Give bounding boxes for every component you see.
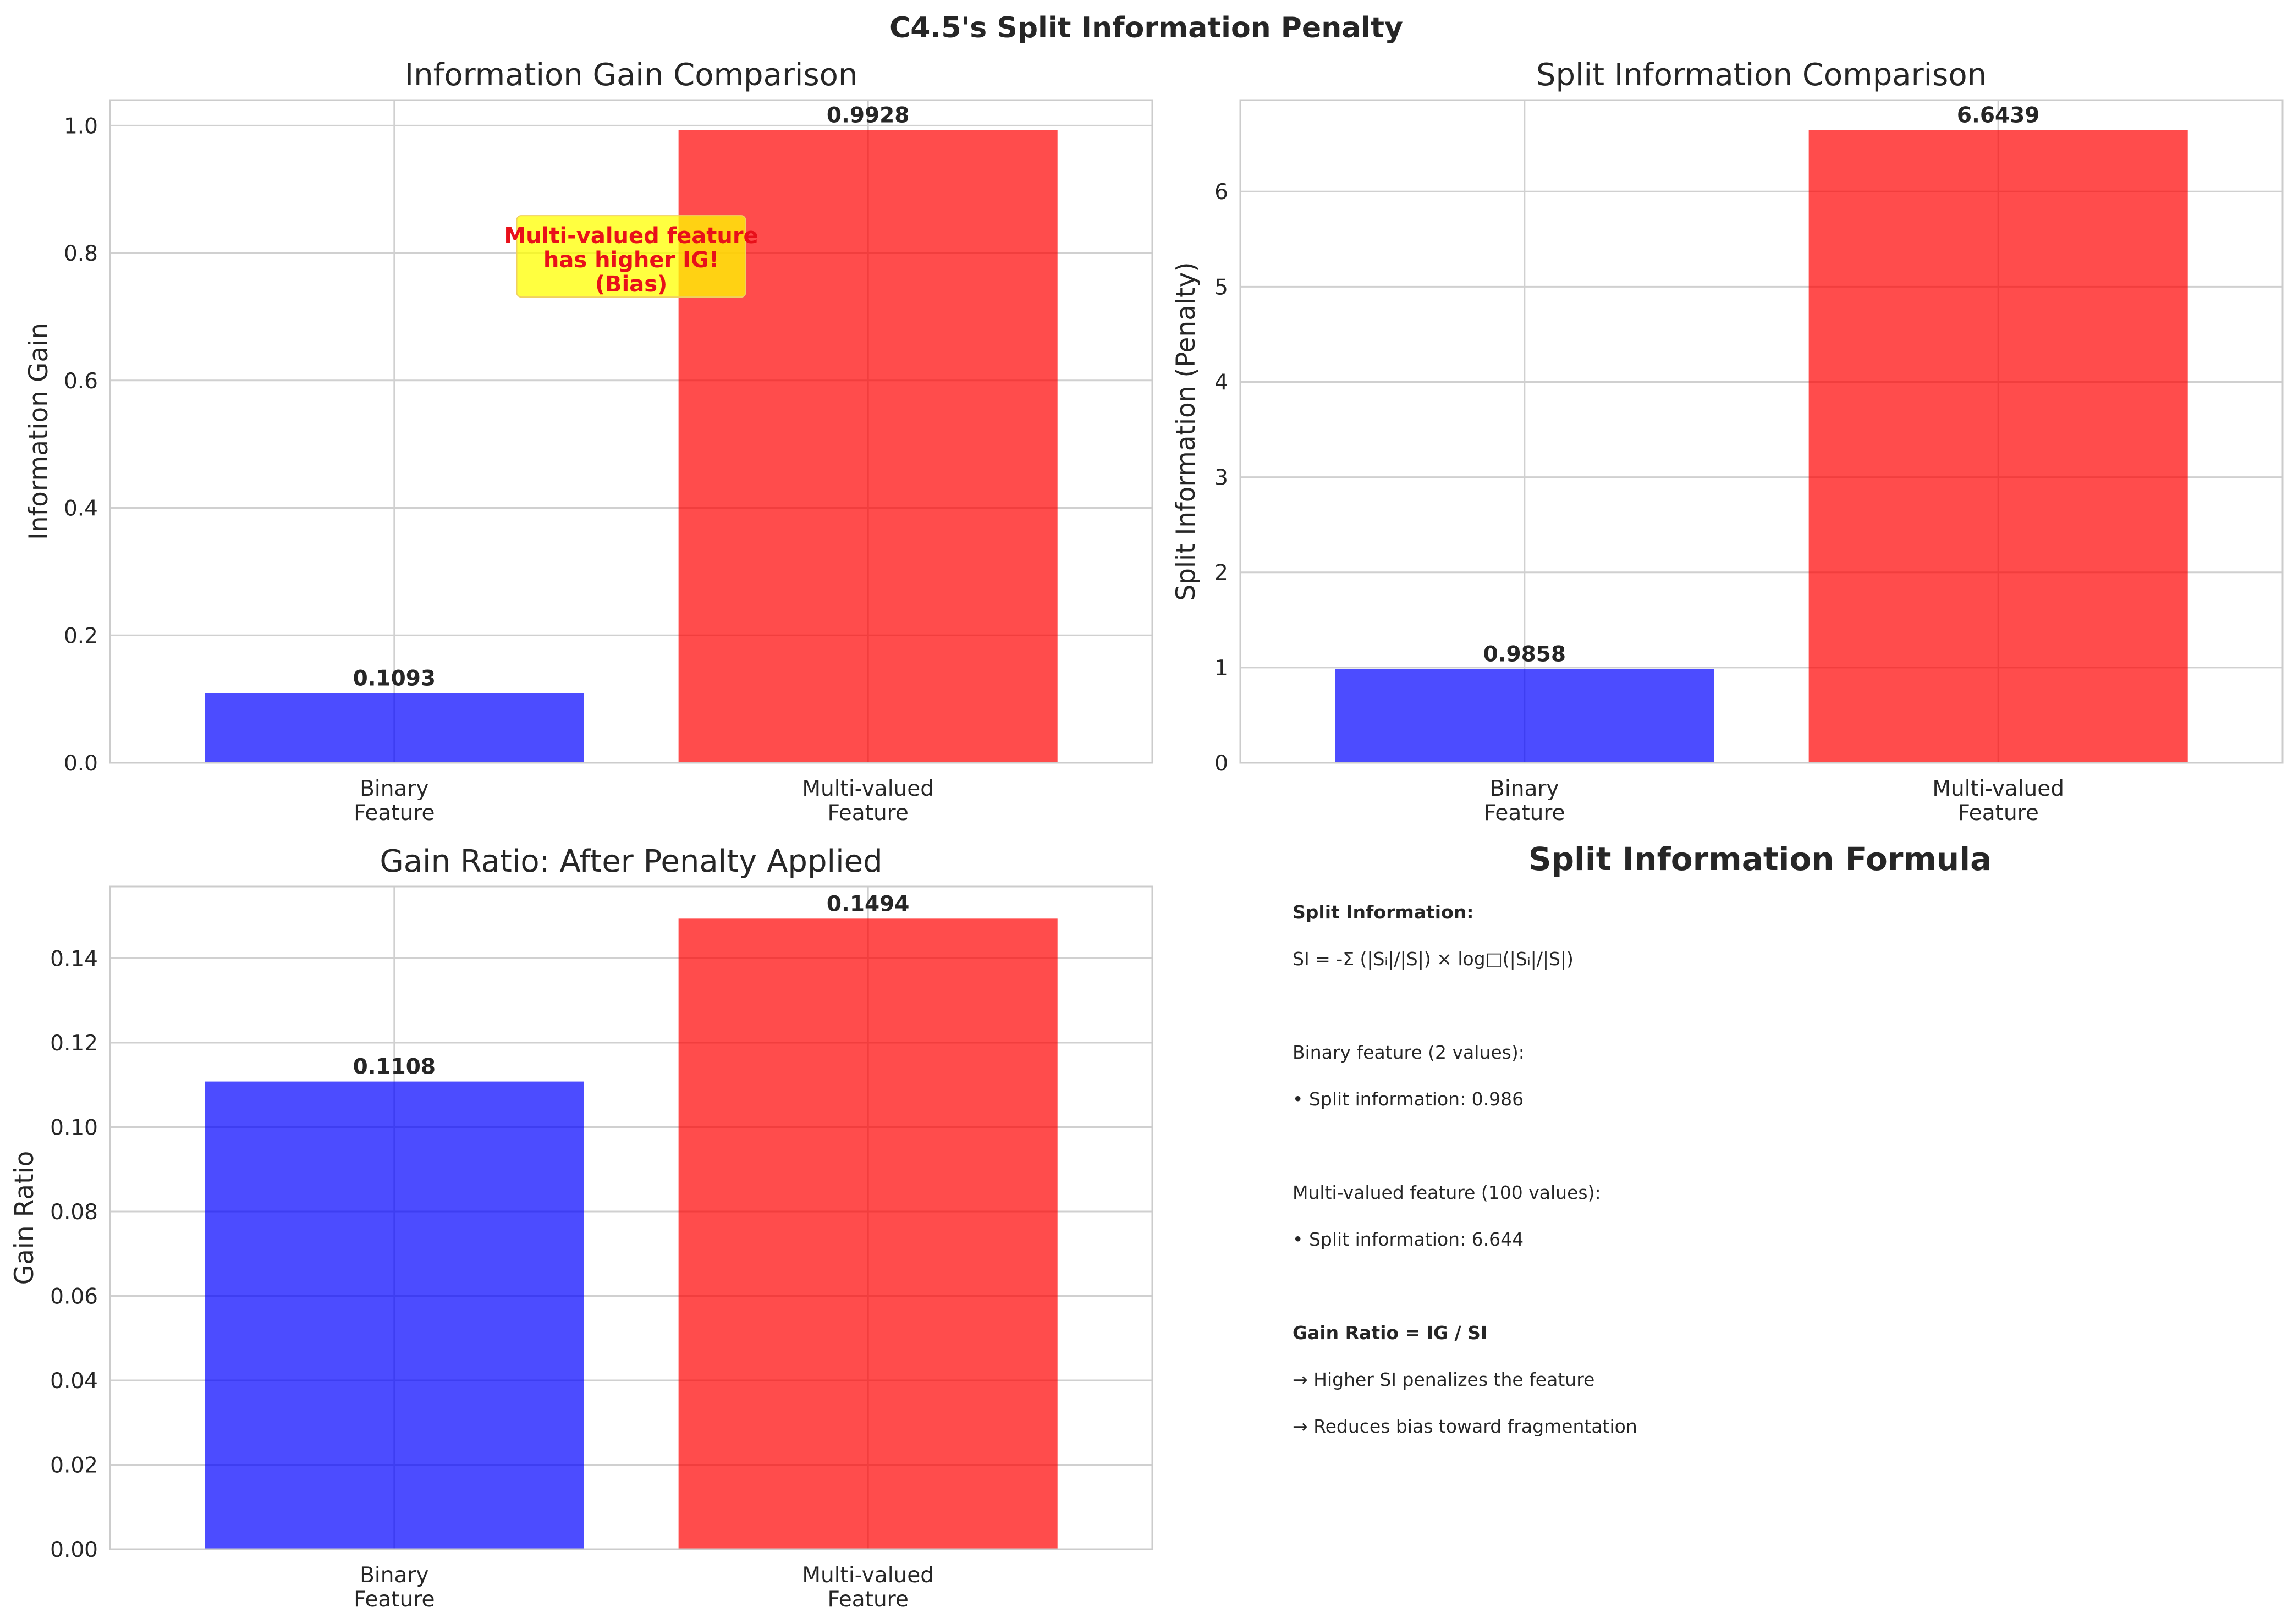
axes-title: Split Information Comparison [1536, 57, 1987, 93]
axes-frame [109, 99, 1153, 764]
x-tick-label: Feature [1484, 801, 1565, 825]
formula-line: Split Information: [1293, 901, 1473, 923]
y-axis-label: Gain Ratio [9, 1151, 40, 1285]
x-tick-label: Feature [354, 1587, 435, 1612]
x-tick-label: Feature [1957, 801, 2038, 825]
y-tick-label: 0.04 [50, 1369, 98, 1394]
y-axis-label: Split Information (Penalty) [1171, 262, 1201, 601]
x-tick-label: Multi-valued [1932, 777, 2064, 801]
formula-line: → Higher SI penalizes the feature [1293, 1369, 1594, 1390]
y-tick-label: 4 [1214, 370, 1228, 395]
bar-binary-feature [205, 693, 584, 763]
x-tick-label: Feature [354, 801, 435, 825]
formula-line: Gain Ratio = IG / SI [1293, 1322, 1487, 1344]
axes-title: Information Gain Comparison [405, 57, 858, 93]
y-tick-label: 0.12 [50, 1031, 98, 1056]
x-tick-label: Feature [827, 1587, 908, 1612]
axes-frame [1239, 99, 2284, 764]
chart-gain-ratio: 0.000.020.040.060.080.100.120.14BinaryFe… [9, 844, 1153, 1612]
y-tick-label: 0.14 [50, 946, 98, 971]
y-tick-label: 0.0 [64, 751, 98, 776]
y-tick-label: 1.0 [64, 114, 98, 139]
chart-information-gain: 0.00.20.40.60.81.0BinaryFeatureMulti-val… [24, 57, 1153, 825]
y-axis-label: Information Gain [24, 323, 54, 540]
formula-line: Multi-valued feature (100 values): [1293, 1182, 1601, 1203]
y-tick-label: 0.08 [50, 1200, 98, 1225]
bar-value-label: 0.9858 [1483, 642, 1566, 667]
annotation-box [516, 215, 746, 298]
x-tick-label: Binary [360, 1563, 428, 1588]
annotation-text: (Bias) [595, 272, 668, 297]
bar-value-label: 6.6439 [1957, 103, 2040, 128]
y-tick-label: 0.02 [50, 1453, 98, 1478]
bar-multi-valued-feature [678, 918, 1058, 1549]
y-tick-label: 1 [1214, 656, 1228, 681]
y-tick-label: 0.06 [50, 1284, 98, 1309]
y-tick-label: 0.6 [64, 369, 98, 394]
bar-value-label: 0.1494 [827, 891, 910, 916]
y-tick-label: 0 [1214, 751, 1228, 776]
bar-binary-feature [1335, 669, 1714, 763]
y-tick-label: 0.4 [64, 497, 98, 521]
chart-split-information: 0123456BinaryFeatureMulti-valuedFeature0… [1171, 57, 2284, 825]
y-tick-label: 5 [1214, 275, 1228, 300]
formula-line: → Reduces bias toward fragmentation [1293, 1416, 1637, 1437]
x-tick-label: Binary [1490, 777, 1559, 801]
y-tick-label: 3 [1214, 466, 1228, 491]
y-tick-label: 0.10 [50, 1115, 98, 1140]
axes-frame [109, 885, 1153, 1550]
formula-line: SI = -Σ (|Sᵢ|/|S|) × log□(|Sᵢ|/|S|) [1293, 948, 1574, 970]
figure-suptitle: C4.5's Split Information Penalty [889, 12, 1403, 45]
y-tick-label: 0.8 [64, 241, 98, 266]
y-tick-label: 0.2 [64, 624, 98, 648]
y-tick-label: 6 [1214, 180, 1228, 205]
x-tick-label: Binary [360, 777, 428, 801]
bar-multi-valued-feature [1808, 130, 2188, 763]
annotation-text: Multi-valued feature [504, 223, 758, 249]
axes-title: Gain Ratio: After Penalty Applied [380, 844, 882, 879]
bar-value-label: 0.9928 [827, 103, 910, 128]
bar-binary-feature [205, 1081, 584, 1549]
formula-line: • Split information: 6.644 [1293, 1229, 1524, 1250]
bar-value-label: 0.1093 [353, 666, 436, 691]
y-tick-label: 0.00 [50, 1538, 98, 1562]
formula-panel: Split Information Formula Split Informat… [1293, 840, 1992, 1437]
formula-panel-title: Split Information Formula [1528, 840, 1992, 878]
x-tick-label: Feature [827, 801, 908, 825]
x-tick-label: Multi-valued [802, 777, 934, 801]
formula-line: Binary feature (2 values): [1293, 1042, 1525, 1063]
formula-line: • Split information: 0.986 [1293, 1088, 1524, 1110]
annotation-text: has higher IG! [543, 247, 719, 273]
x-tick-label: Multi-valued [802, 1563, 934, 1588]
y-tick-label: 2 [1214, 561, 1228, 586]
bar-value-label: 0.1108 [353, 1055, 436, 1080]
